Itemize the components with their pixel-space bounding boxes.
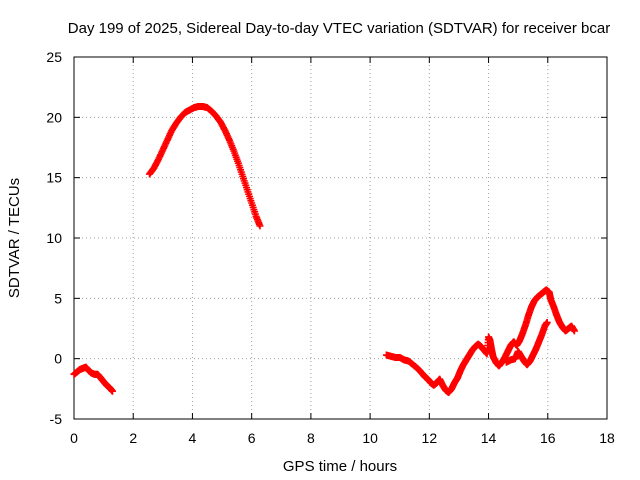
- grid-lines: [74, 57, 607, 419]
- data-point-marker: [543, 318, 551, 326]
- y-tick-label: 5: [54, 290, 62, 306]
- y-tick-label: 15: [46, 170, 62, 186]
- y-tick-label: 25: [46, 49, 62, 65]
- x-tick-label: 12: [422, 430, 438, 446]
- plot-frame: [73, 56, 608, 420]
- y-tick-label: 20: [46, 109, 62, 125]
- x-tick-label: 14: [481, 430, 497, 446]
- x-axis-label: GPS time / hours: [283, 458, 397, 475]
- data-points: [70, 102, 578, 396]
- tick-marks: [73, 56, 608, 420]
- x-tick-label: 8: [307, 430, 315, 446]
- x-tick-label: 4: [189, 430, 197, 446]
- chart-title: Day 199 of 2025, Sidereal Day-to-day VTE…: [68, 20, 610, 37]
- y-tick-label: 0: [54, 351, 62, 367]
- x-tick-label: 0: [70, 430, 78, 446]
- y-tick-label: 10: [46, 230, 62, 246]
- x-tick-label: 16: [540, 430, 556, 446]
- x-tick-label: 18: [599, 430, 615, 446]
- data-point-marker: [256, 222, 264, 230]
- y-axis-label: SDTVAR / TECUs: [6, 178, 23, 298]
- y-tick-label: -5: [50, 411, 63, 427]
- data-point-marker: [570, 327, 578, 335]
- x-tick-label: 2: [129, 430, 137, 446]
- x-tick-labels: 0 2 4 6 8 10 12 14 16 18: [70, 430, 615, 446]
- x-tick-label: 10: [362, 430, 378, 446]
- x-tick-label: 6: [248, 430, 256, 446]
- y-tick-labels: -5 0 5 10 15 20 25: [46, 49, 62, 427]
- data-point-marker: [108, 387, 116, 395]
